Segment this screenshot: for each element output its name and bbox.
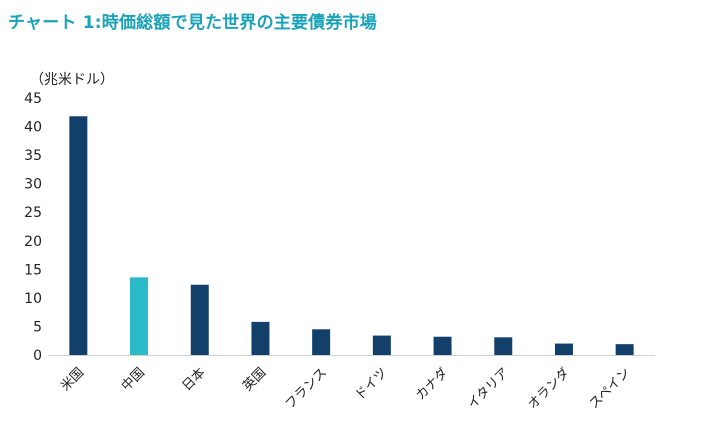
- y-tick-label: 15: [24, 262, 42, 278]
- x-tick-label: イタリア: [465, 365, 512, 412]
- x-tick-label: 日本: [180, 365, 209, 394]
- x-tick-label: ドイツ: [352, 365, 390, 403]
- bar-2: [190, 284, 209, 355]
- bar-7: [494, 337, 513, 355]
- bar-5: [372, 335, 391, 355]
- chart-title: チャート 1:時価総額で見た世界の主要債券市場: [8, 13, 377, 33]
- bar-6: [433, 336, 452, 355]
- y-tick-label: 40: [24, 120, 42, 136]
- bar-1: [130, 277, 149, 355]
- y-tick-label: 35: [24, 148, 42, 164]
- x-tick-label: オランダ: [525, 365, 572, 412]
- bar-8: [554, 343, 573, 355]
- y-axis-ticks: 0 5 10 15 20 25 30 35 40 45: [24, 91, 42, 364]
- x-tick-label: フランス: [283, 365, 330, 412]
- y-tick-label: 20: [24, 234, 42, 250]
- y-tick-label: 10: [24, 291, 42, 307]
- x-tick-label: スペイン: [587, 365, 634, 412]
- y-tick-label: 5: [33, 319, 42, 335]
- x-tick-label: カナダ: [413, 365, 451, 403]
- bars-group: [69, 116, 634, 355]
- y-tick-label: 25: [24, 205, 42, 221]
- bar-9: [615, 344, 634, 355]
- y-axis-unit-label: （兆米ドル）: [30, 72, 114, 88]
- bar-3: [251, 321, 270, 355]
- x-axis-labels: 米国 中国 日本 英国 フランス ドイツ カナダ イタリア オランダ スペイン: [58, 365, 633, 412]
- y-tick-label: 0: [33, 348, 42, 364]
- y-tick-label: 45: [24, 91, 42, 107]
- bar-0: [69, 116, 88, 355]
- bar-4: [312, 329, 331, 355]
- x-tick-label: 米国: [58, 365, 87, 394]
- y-tick-label: 30: [24, 177, 42, 193]
- x-tick-label: 中国: [119, 365, 148, 394]
- x-tick-label: 英国: [240, 365, 269, 394]
